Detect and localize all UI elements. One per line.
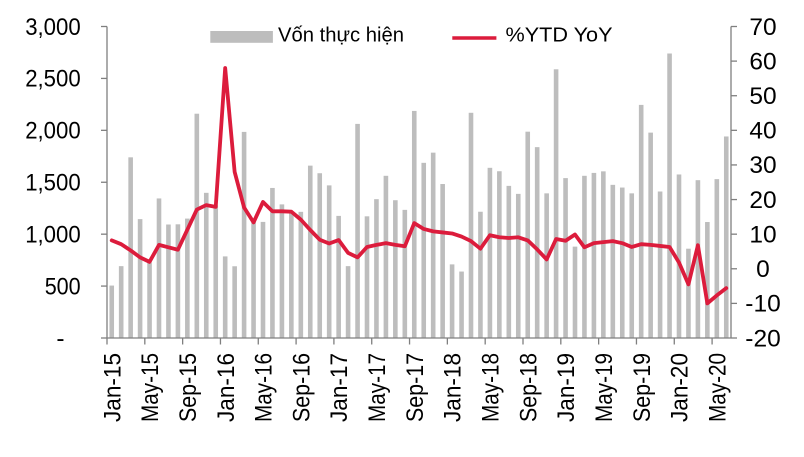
svg-text:40: 40 — [749, 118, 776, 145]
svg-text:70: 70 — [749, 14, 776, 41]
svg-text:-: - — [56, 325, 64, 352]
svg-text:Sep-18: Sep-18 — [515, 353, 542, 422]
svg-text:May-17: May-17 — [364, 353, 391, 422]
svg-text:May-15: May-15 — [137, 353, 164, 422]
svg-text:1,500: 1,500 — [25, 170, 81, 197]
svg-text:Jan-15: Jan-15 — [99, 353, 126, 422]
svg-text:2,500: 2,500 — [25, 66, 81, 93]
svg-text:-10: -10 — [745, 291, 780, 318]
svg-text:2,000: 2,000 — [25, 118, 81, 145]
svg-text:Jan-19: Jan-19 — [553, 353, 580, 422]
svg-text:Jan-17: Jan-17 — [326, 353, 353, 422]
svg-text:30: 30 — [749, 152, 776, 179]
svg-text:%YTD YoY: %YTD YoY — [506, 25, 613, 47]
svg-text:Jan-18: Jan-18 — [440, 353, 467, 422]
svg-text:Sep-19: Sep-19 — [629, 353, 656, 422]
svg-text:0: 0 — [756, 256, 770, 283]
svg-text:Sep-16: Sep-16 — [288, 353, 315, 422]
svg-text:May-20: May-20 — [704, 353, 731, 422]
svg-text:Sep-15: Sep-15 — [175, 353, 202, 422]
svg-text:60: 60 — [749, 48, 776, 75]
svg-text:50: 50 — [749, 83, 776, 110]
svg-text:May-19: May-19 — [591, 353, 618, 422]
svg-text:May-16: May-16 — [251, 353, 278, 422]
svg-text:500: 500 — [45, 273, 81, 300]
svg-text:Jan-20: Jan-20 — [667, 353, 694, 422]
svg-text:May-18: May-18 — [478, 353, 505, 422]
svg-text:20: 20 — [749, 187, 776, 214]
svg-text:Vốn thực hiện: Vốn thực hiện — [278, 25, 404, 47]
svg-text:Jan-16: Jan-16 — [213, 353, 240, 422]
svg-text:10: 10 — [749, 222, 776, 249]
svg-text:1,000: 1,000 — [25, 222, 81, 249]
svg-text:Sep-17: Sep-17 — [402, 353, 429, 422]
svg-text:-20: -20 — [745, 325, 780, 352]
svg-text:3,000: 3,000 — [25, 14, 81, 41]
